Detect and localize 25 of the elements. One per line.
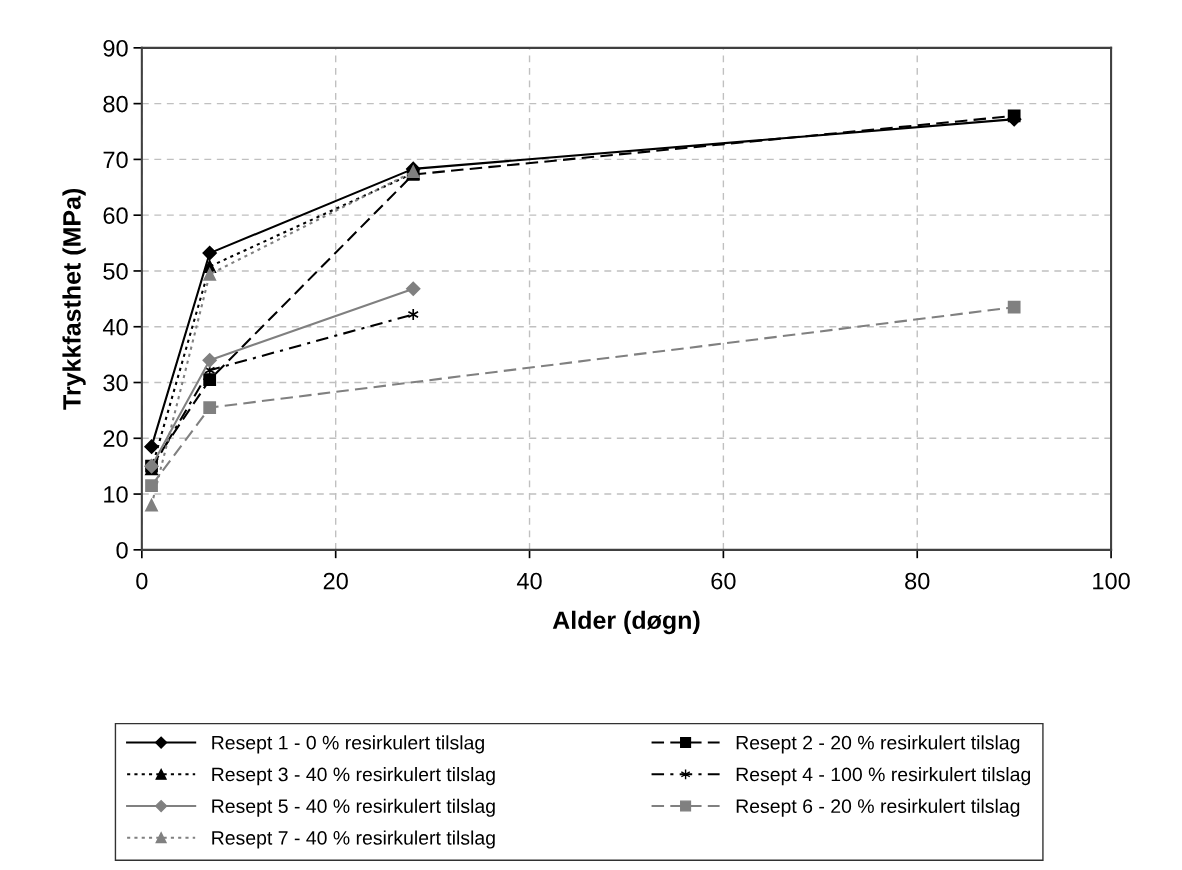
x-tick-label: 60	[711, 572, 736, 590]
x-axis-title: Alder (døgn)	[552, 610, 700, 635]
x-tick-label: 100	[1093, 572, 1130, 590]
y-tick-label: 10	[104, 486, 128, 503]
y-tick-label: 80	[103, 95, 128, 113]
y-tick-label: 0	[116, 541, 128, 559]
x-tick-label: 40	[516, 572, 542, 590]
y-tick-label: 60	[103, 207, 128, 224]
y-tick-label: 70	[103, 151, 128, 169]
x-tick-label: 0	[136, 572, 148, 590]
legend-label: Resept 1 - 0 % resirkulert tilslag	[212, 735, 484, 754]
legend-label: Resept 7 - 40 % resirkulert tilslag	[212, 830, 495, 849]
x-tick-label: 80	[905, 572, 930, 590]
legend-label: Resept 3 - 40 % resirkulert tilslag	[212, 767, 495, 786]
legend-label: Resept 4 - 100 % resirkulert tilslag	[736, 767, 1031, 786]
legend-label: Resept 2 - 20 % resirkulert tilslag	[736, 735, 1020, 754]
y-tick-label: 20	[103, 430, 128, 448]
legend-label: Resept 5 - 40 % resirkulert tilslag	[212, 798, 495, 817]
y-tick-label: 30	[103, 374, 128, 392]
y-tick-label: 50	[103, 263, 128, 280]
y-tick-label: 90	[103, 39, 128, 57]
x-tick-label: 20	[323, 572, 348, 590]
y-axis-title: Trykkfasthet (MPa)	[62, 188, 86, 410]
y-tick-label: 40	[102, 318, 128, 336]
legend-label: Resept 6 - 20 % resirkulert tilslag	[736, 798, 1020, 817]
